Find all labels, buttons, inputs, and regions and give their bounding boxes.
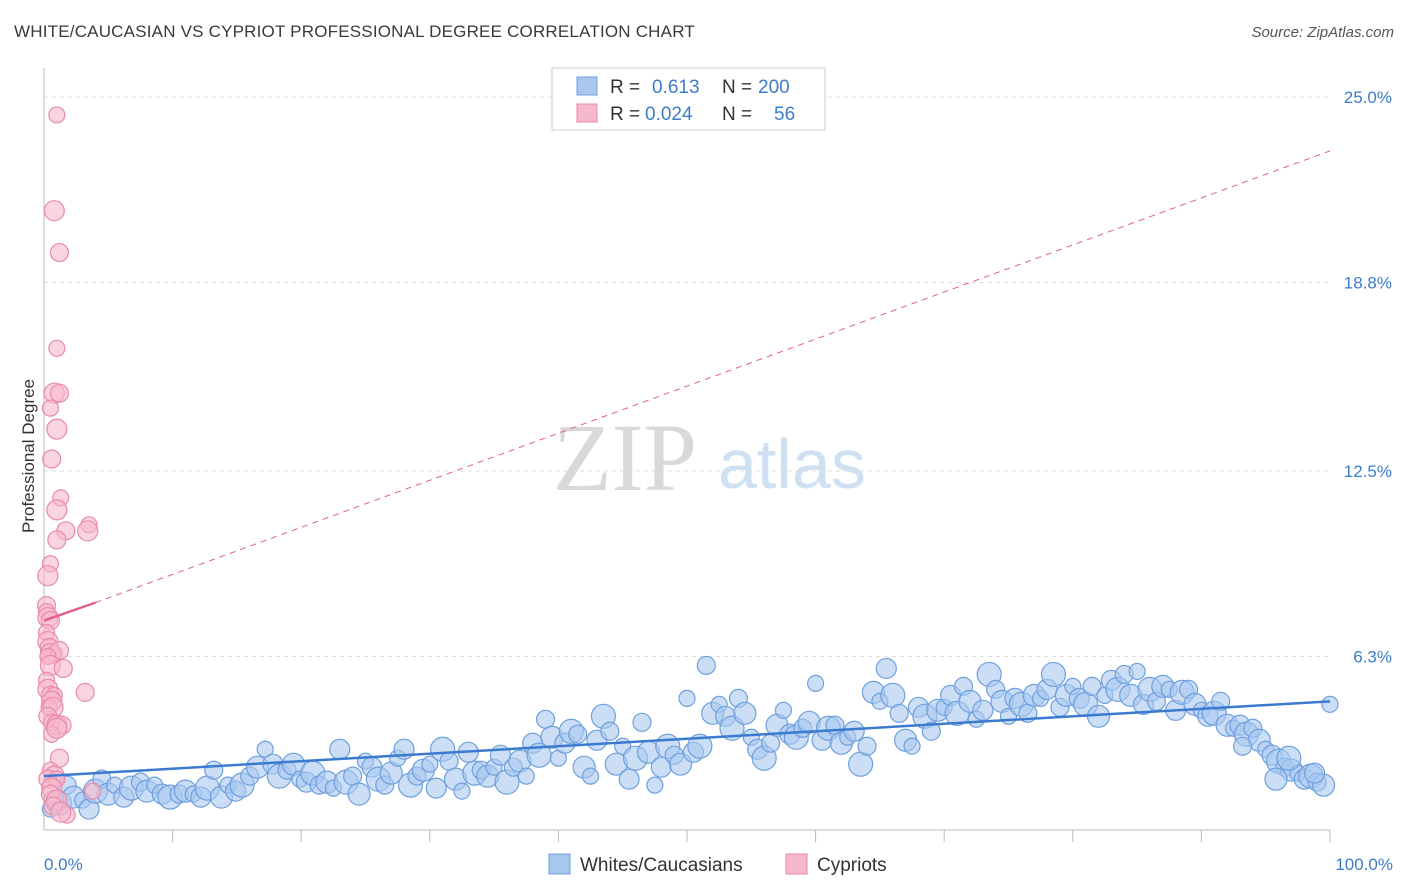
white-point-95 [678,689,696,707]
white-point-197 [1276,745,1302,771]
legend-r-value-1: 0.613 [652,77,700,98]
white-point-80 [581,767,600,785]
white-point-123 [857,736,877,756]
legend-n-value-2: 56 [774,104,795,125]
tick-labels: 6.3% 12.5% 18.8% 25.0% 0.0% 100.0% [44,88,1393,874]
legend-bottom-label-whites: Whites/Caucasians [580,855,743,876]
legend-swatch-blue [576,76,598,96]
legend-bottom: Whites/Caucasians Cypriots [548,853,887,876]
white-point-60 [453,782,471,800]
white-point-115 [806,674,825,693]
white-point-55 [421,755,439,773]
cypriot-point-7 [46,418,68,440]
white-point-104 [733,701,757,725]
series-whites-points [41,655,1339,820]
cypriot-point-43 [46,717,68,739]
white-point-56 [425,777,447,799]
white-point-70 [517,767,535,785]
cypriot-point-0 [48,106,66,124]
cypriot-point-8 [42,449,62,469]
y-tick-label-0: 6.3% [1353,647,1392,666]
white-point-133 [921,721,941,741]
cypriot-point-1 [43,200,65,222]
white-point-78 [568,724,588,744]
cypriot-point-35 [75,682,95,702]
white-point-198 [1232,736,1253,756]
legend-n-label-2: N = [722,104,752,125]
y-tick-label-2: 18.8% [1344,273,1392,292]
white-point-121 [843,720,865,742]
cypriot-point-55 [50,801,72,823]
white-point-110 [774,701,793,719]
white-point-178 [1211,691,1231,711]
white-point-108 [760,733,781,753]
y-axis-title: Professional Degree [19,379,38,533]
legend-bottom-label-cypriots: Cypriots [817,855,887,876]
trend-lines [43,150,1331,778]
white-point-41 [329,738,351,760]
x-tick-label-0: 0.0% [44,855,83,874]
white-point-97 [687,733,713,759]
cypriot-point-14 [47,530,67,550]
chart-title: WHITE/CAUCASIAN VS CYPRIOT PROFESSIONAL … [14,22,695,41]
white-point-195 [1321,695,1339,713]
y-tick-label-3: 25.0% [1344,88,1392,107]
cypriot-point-5 [49,383,70,403]
white-point-165 [1128,662,1146,681]
legend-n-value-1: 200 [758,77,790,98]
cypriot-point-51 [84,782,102,800]
cypriot-point-3 [48,339,66,357]
cypriot-point-29 [53,658,73,679]
white-point-90 [646,776,664,794]
legend-n-label-1: N = [722,77,752,98]
white-point-126 [875,657,897,680]
cypriot-point-16 [37,565,59,587]
legend-bottom-swatch-whites [548,853,571,875]
white-point-152 [1040,661,1067,688]
white-point-88 [632,712,652,732]
legend-r-label-1: R = [610,77,640,98]
white-point-130 [903,737,921,755]
cypriot-point-6 [41,399,60,417]
legend-swatch-pink [576,103,598,123]
legend-top: R = 0.613 N = 200 R = 0.024 N = 56 [551,67,826,131]
white-point-141 [972,699,994,721]
white-point-83 [600,721,620,741]
white-point-23 [204,760,224,780]
white-point-122 [848,751,874,777]
x-tick-label-1: 100.0% [1335,855,1393,874]
cypriot-point-13 [77,520,99,542]
y-tick-label-1: 12.5% [1344,462,1392,481]
white-point-73 [535,709,556,729]
white-point-199 [1264,767,1288,791]
legend-r-value-2: 0.024 [645,104,693,125]
trend-line-cypriots-extension [95,150,1331,604]
cypriot-point-10 [46,499,68,521]
cypriot-point-2 [49,242,70,263]
white-point-196 [1303,762,1326,784]
trend-line-cypriots [43,601,96,622]
white-point-128 [889,703,909,723]
trend-line-whites [43,700,1331,778]
white-point-127 [880,682,906,708]
white-point-58 [439,751,459,771]
source-credit: Source: ZipAtlas.com [1251,24,1394,41]
white-point-98 [696,655,716,676]
white-point-158 [1082,676,1102,696]
series-cypriots-points [36,106,102,824]
white-point-43 [343,766,363,786]
legend-bottom-swatch-cypriots [785,853,808,875]
legend-r-label-2: R = [610,104,640,125]
white-point-44 [347,782,371,806]
watermark-atlas: atlas [718,425,866,503]
white-point-86 [618,768,640,790]
watermark-zip: ZIP [553,404,697,511]
